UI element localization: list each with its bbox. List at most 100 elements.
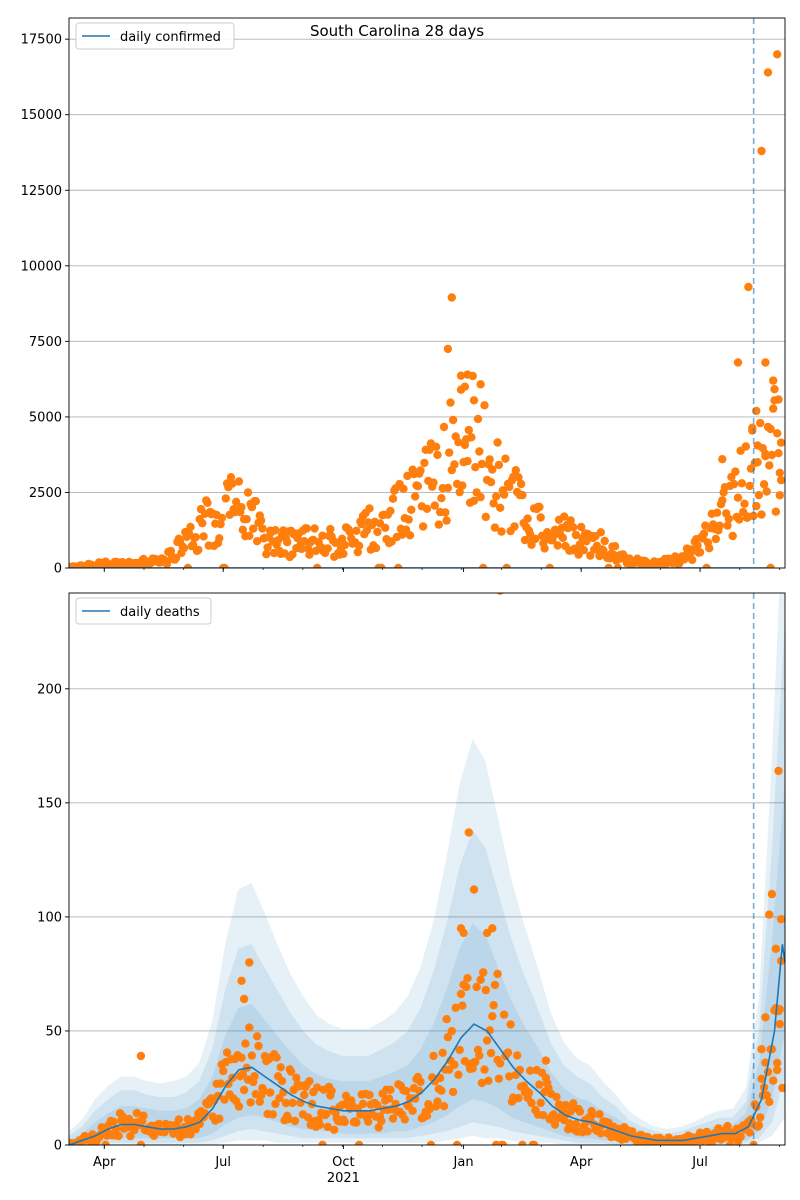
- data-point: [288, 1098, 297, 1108]
- y-tick-label: 200: [37, 682, 62, 697]
- data-point: [256, 516, 266, 525]
- data-point: [736, 1132, 745, 1141]
- y-tick-label: 2500: [29, 486, 62, 501]
- data-point: [464, 828, 473, 837]
- data-point: [238, 1070, 247, 1079]
- data-point: [749, 511, 758, 521]
- data-point: [529, 1140, 539, 1145]
- data-point: [422, 1111, 432, 1120]
- data-point: [503, 1048, 513, 1057]
- data-point: [455, 1045, 464, 1055]
- data-point: [400, 1115, 409, 1124]
- data-point: [761, 452, 770, 461]
- data-point: [541, 1056, 551, 1065]
- data-point: [183, 563, 193, 568]
- data-point: [323, 1122, 332, 1132]
- data-point: [493, 969, 502, 979]
- data-point: [353, 547, 362, 557]
- data-point: [775, 1019, 784, 1029]
- y-tick-label: 12500: [21, 184, 62, 199]
- data-point: [604, 563, 613, 568]
- uncertainty-band-1: [69, 620, 785, 1145]
- data-point: [699, 529, 709, 538]
- data-point: [433, 1097, 442, 1106]
- data-point: [715, 521, 724, 530]
- data-point: [769, 376, 778, 385]
- data-point: [234, 1102, 244, 1111]
- data-point: [499, 1010, 509, 1019]
- data-point: [239, 1085, 249, 1095]
- data-point: [733, 358, 743, 367]
- data-point: [490, 523, 500, 532]
- y-tick-label: 100: [37, 910, 62, 925]
- data-point: [288, 550, 297, 559]
- data-point: [737, 479, 747, 488]
- data-point: [337, 534, 347, 543]
- data-point: [394, 563, 403, 568]
- data-point: [195, 1119, 204, 1129]
- data-point: [416, 466, 425, 475]
- data-point: [484, 1076, 493, 1086]
- data-point: [778, 1083, 785, 1093]
- data-point: [245, 958, 254, 967]
- data-point: [477, 1078, 487, 1088]
- y-tick-label: 150: [37, 796, 62, 811]
- data-point: [765, 1097, 774, 1107]
- data-point: [705, 544, 714, 553]
- data-point: [494, 460, 504, 470]
- data-point: [448, 415, 458, 425]
- data-point: [536, 513, 545, 522]
- data-point: [277, 1076, 287, 1086]
- y-tick-label: 0: [54, 562, 62, 577]
- data-point: [718, 455, 727, 464]
- data-point: [234, 477, 244, 486]
- data-point: [718, 496, 727, 505]
- data-point: [776, 915, 785, 924]
- data-point: [535, 502, 544, 512]
- data-point: [506, 1020, 515, 1029]
- data-point: [595, 1110, 604, 1119]
- data-point: [250, 1072, 259, 1081]
- data-point: [767, 1045, 777, 1054]
- data-point: [569, 1099, 578, 1108]
- data-point: [266, 1088, 275, 1097]
- y-tick-label: 5000: [29, 410, 62, 425]
- data-point: [583, 1127, 592, 1136]
- data-point: [469, 496, 479, 505]
- data-point: [237, 976, 246, 985]
- data-point: [492, 492, 501, 501]
- data-point: [526, 1066, 535, 1075]
- data-point: [452, 1140, 462, 1145]
- data-point: [496, 1059, 505, 1068]
- data-point: [443, 483, 453, 493]
- data-point: [515, 1065, 524, 1075]
- data-point: [766, 563, 775, 568]
- data-point: [486, 1048, 496, 1058]
- data-point: [239, 994, 249, 1004]
- data-point: [488, 465, 497, 474]
- data-point: [476, 380, 485, 389]
- data-point: [318, 1140, 327, 1145]
- data-point: [712, 508, 722, 517]
- data-point: [388, 494, 398, 503]
- data-point: [451, 1003, 460, 1012]
- data-point: [475, 447, 484, 456]
- data-point: [757, 146, 766, 156]
- data-point: [463, 974, 472, 983]
- data-point: [247, 1051, 257, 1060]
- data-point: [413, 482, 423, 491]
- data-point: [569, 523, 578, 532]
- data-point: [246, 1098, 255, 1107]
- data-point: [505, 1072, 514, 1081]
- data-point: [488, 1012, 497, 1021]
- data-point: [443, 1032, 453, 1042]
- data-point: [430, 501, 439, 510]
- data-point: [426, 1140, 436, 1145]
- data-point: [126, 1131, 135, 1141]
- data-point: [371, 543, 381, 553]
- y-tick-label: 17500: [21, 33, 62, 48]
- data-point: [216, 1079, 225, 1088]
- data-point: [579, 545, 588, 555]
- data-point: [442, 1015, 451, 1024]
- data-point: [124, 1114, 134, 1124]
